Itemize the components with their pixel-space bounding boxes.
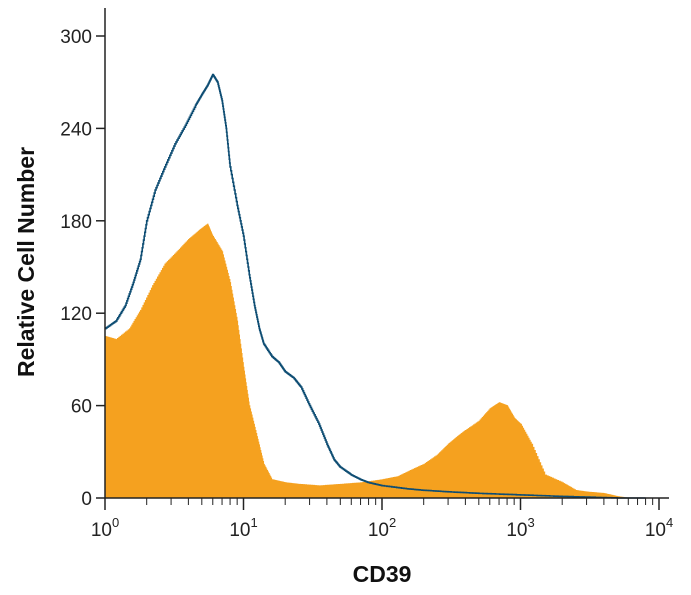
x-tick-exponent: 3 <box>527 515 534 530</box>
x-tick-exponent: 2 <box>389 515 396 530</box>
x-tick-exponent: 4 <box>666 515 673 530</box>
y-tick-label: 0 <box>81 489 92 510</box>
x-tick-base: 10 <box>645 520 666 541</box>
histogram-filled-series <box>104 223 629 499</box>
x-tick-base: 10 <box>91 520 112 541</box>
x-axis-ticks: 100 101 102 103 104 <box>91 498 673 541</box>
y-tick-label: 300 <box>60 27 92 48</box>
x-tick-label: 104 <box>645 515 673 541</box>
y-axis-ticks: 0 60 120 180 240 300 <box>60 27 105 510</box>
histogram-series-group <box>104 73 646 499</box>
y-axis-title: Relative Cell Number <box>13 147 39 377</box>
y-tick-label: 180 <box>60 212 92 233</box>
x-tick-label: 102 <box>368 515 396 541</box>
y-tick-label: 120 <box>60 304 92 325</box>
x-tick-label: 100 <box>91 515 119 541</box>
x-tick-exponent: 1 <box>250 515 257 530</box>
x-tick-base: 10 <box>229 520 250 541</box>
x-axis-title: CD39 <box>353 561 412 587</box>
x-tick-label: 101 <box>229 515 257 541</box>
y-tick-label: 60 <box>71 397 92 418</box>
x-tick-exponent: 0 <box>112 515 119 530</box>
x-tick-base: 10 <box>506 520 527 541</box>
x-tick-base: 10 <box>368 520 389 541</box>
histogram-outline-series <box>105 73 646 499</box>
y-tick-label: 240 <box>60 119 92 140</box>
x-tick-label: 103 <box>506 515 534 541</box>
